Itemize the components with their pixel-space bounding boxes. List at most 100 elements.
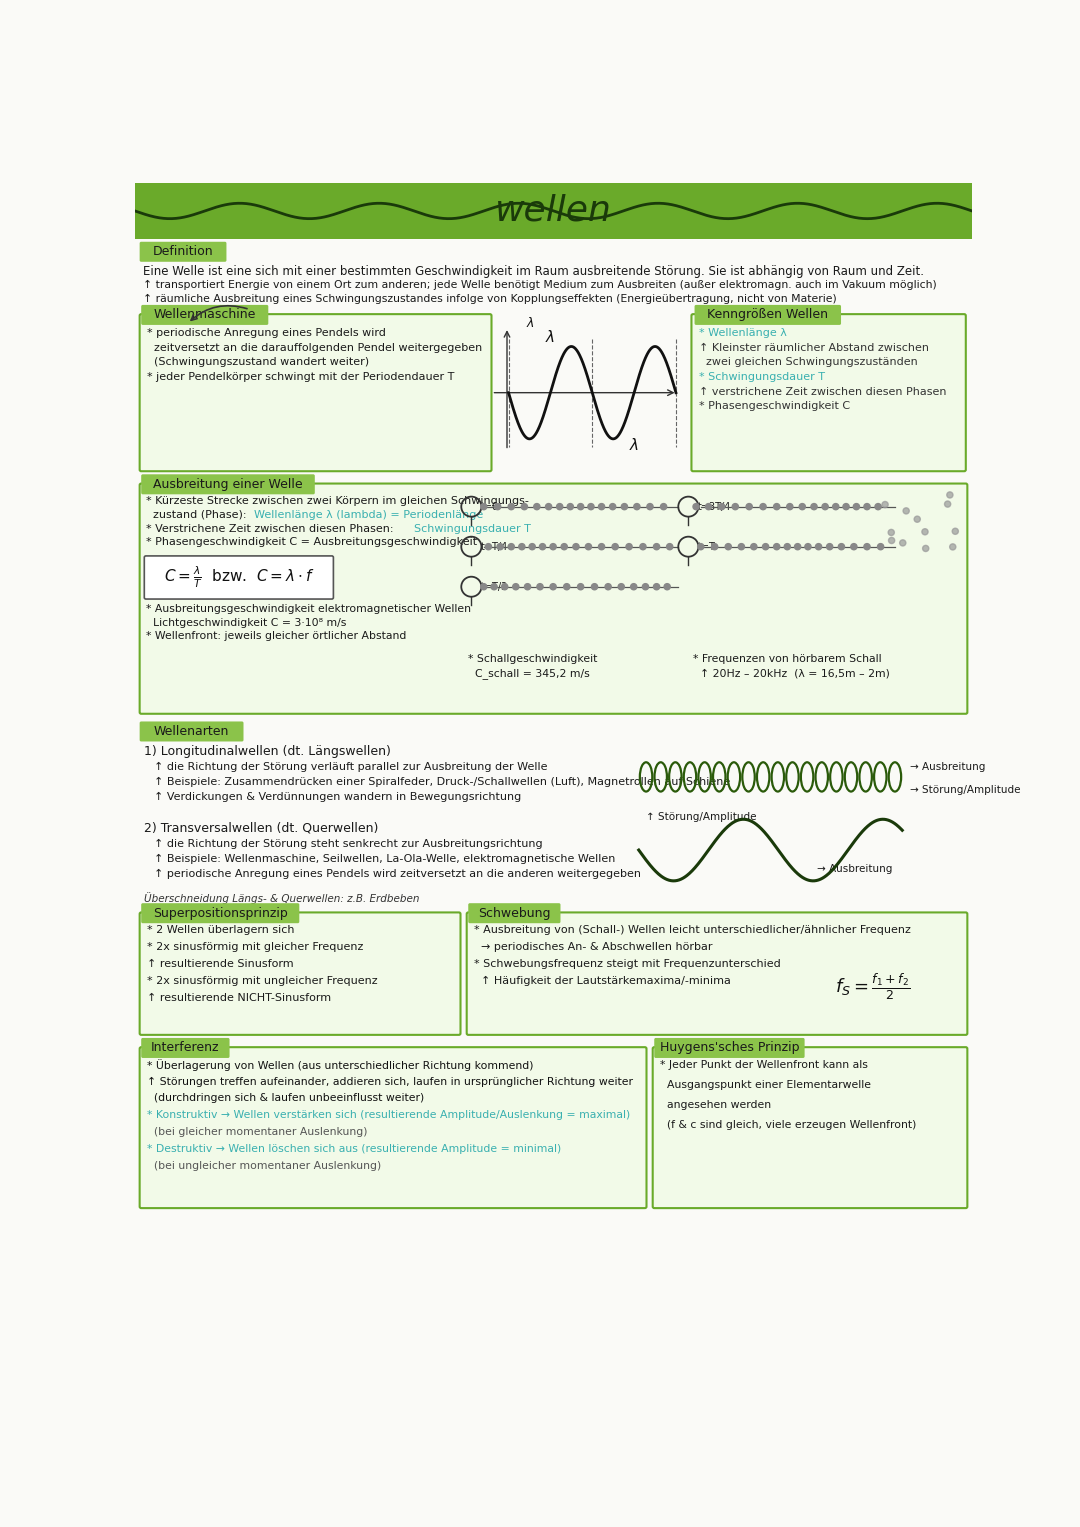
Text: ↑ Verdickungen & Verdünnungen wandern in Bewegungsrichtung: ↑ Verdickungen & Verdünnungen wandern in…	[153, 793, 521, 802]
Circle shape	[578, 583, 583, 589]
Text: Definition: Definition	[152, 246, 214, 258]
Text: Lichtgeschwindigkeit C = 3·10⁸ m/s: Lichtgeschwindigkeit C = 3·10⁸ m/s	[146, 617, 347, 628]
Text: angesehen werden: angesehen werden	[661, 1099, 771, 1110]
Circle shape	[550, 583, 556, 589]
Circle shape	[795, 544, 800, 550]
Text: * Schwingungsdauer T: * Schwingungsdauer T	[699, 373, 825, 382]
Text: ↑ die Richtung der Störung verläuft parallel zur Ausbreitung der Welle: ↑ die Richtung der Störung verläuft para…	[153, 762, 548, 771]
Circle shape	[534, 504, 540, 510]
Circle shape	[822, 504, 828, 510]
Circle shape	[908, 495, 915, 501]
Text: ↑ Kleinster räumlicher Abstand zwischen: ↑ Kleinster räumlicher Abstand zwischen	[699, 342, 929, 353]
Text: Wellenmaschine: Wellenmaschine	[153, 308, 256, 321]
Text: ↑ Beispiele: Zusammendrücken einer Spiralfeder, Druck-/Schallwellen (Luft), Magn: ↑ Beispiele: Zusammendrücken einer Spira…	[153, 777, 730, 786]
Circle shape	[631, 583, 637, 589]
FancyBboxPatch shape	[469, 902, 561, 924]
Circle shape	[539, 544, 545, 550]
Circle shape	[934, 530, 941, 536]
Circle shape	[653, 583, 660, 589]
Text: * Ausbreitung von (Schall-) Wellen leicht unterschiedlicher/ähnlicher Frequenz: * Ausbreitung von (Schall-) Wellen leich…	[474, 925, 912, 935]
Circle shape	[592, 583, 597, 589]
Circle shape	[739, 544, 744, 550]
Text: Superpositionsprinzip: Superpositionsprinzip	[153, 907, 287, 919]
Text: * Phasengeschwindigkeit C = Ausbreitungsgeschwindigkeit: * Phasengeschwindigkeit C = Ausbreitungs…	[146, 538, 477, 548]
Circle shape	[784, 544, 791, 550]
Text: → Störung/Amplitude: → Störung/Amplitude	[910, 785, 1021, 794]
Circle shape	[732, 504, 739, 510]
Circle shape	[529, 544, 536, 550]
Text: (bei gleicher momentaner Auslenkung): (bei gleicher momentaner Auslenkung)	[147, 1127, 368, 1138]
FancyBboxPatch shape	[139, 1048, 647, 1208]
Circle shape	[805, 544, 811, 550]
Text: zustand (Phase):: zustand (Phase):	[146, 510, 249, 519]
Text: ↑ die Richtung der Störung steht senkrecht zur Ausbreitungsrichtung: ↑ die Richtung der Störung steht senkrec…	[153, 838, 542, 849]
Text: $f_S = \frac{f_1 + f_2}{2}$: $f_S = \frac{f_1 + f_2}{2}$	[835, 971, 910, 1003]
Text: * Überlagerung von Wellen (aus unterschiedlicher Richtung kommend): * Überlagerung von Wellen (aus unterschi…	[147, 1060, 534, 1072]
Text: ↑ Häufigkeit der Lautstärkemaxima/-minima: ↑ Häufigkeit der Lautstärkemaxima/-minim…	[474, 976, 731, 985]
Text: 2) Transversalwellen (dt. Querwellen): 2) Transversalwellen (dt. Querwellen)	[145, 822, 379, 835]
FancyBboxPatch shape	[139, 913, 460, 1035]
Circle shape	[746, 504, 753, 510]
Circle shape	[495, 504, 501, 510]
Text: * Schwebungsfrequenz steigt mit Frequenzunterschied: * Schwebungsfrequenz steigt mit Frequenz…	[474, 959, 781, 968]
Circle shape	[626, 544, 632, 550]
Text: t=T: t=T	[698, 542, 716, 553]
Text: * Schallgeschwindigkeit: * Schallgeschwindigkeit	[469, 655, 597, 664]
Text: Überschneidung Längs- & Querwellen: z.B. Erdbeben: Überschneidung Längs- & Querwellen: z.B.…	[145, 892, 420, 904]
Circle shape	[913, 505, 919, 512]
Circle shape	[639, 544, 646, 550]
Text: ↑ Störung/Amplitude: ↑ Störung/Amplitude	[647, 811, 757, 822]
Text: ↑ räumliche Ausbreitung eines Schwingungszustandes infolge von Kopplungseffekten: ↑ räumliche Ausbreitung eines Schwingung…	[143, 295, 837, 304]
Text: Schwingungsdauer T: Schwingungsdauer T	[414, 524, 531, 533]
Circle shape	[509, 504, 514, 510]
Text: zwei gleichen Schwingungszuständen: zwei gleichen Schwingungszuständen	[699, 357, 918, 368]
Bar	[135, 183, 972, 238]
Text: t=T/4: t=T/4	[481, 542, 508, 553]
Text: λ: λ	[630, 438, 638, 452]
Circle shape	[698, 544, 704, 550]
FancyBboxPatch shape	[145, 556, 334, 599]
Circle shape	[609, 504, 616, 510]
Circle shape	[878, 544, 883, 550]
Circle shape	[942, 495, 948, 501]
FancyBboxPatch shape	[139, 484, 968, 713]
Circle shape	[786, 504, 793, 510]
Text: ↑ periodische Anregung eines Pendels wird zeitversetzt an die anderen weitergege: ↑ periodische Anregung eines Pendels wir…	[153, 869, 640, 880]
Circle shape	[760, 504, 766, 510]
Text: (bei ungleicher momentaner Auslenkung): (bei ungleicher momentaner Auslenkung)	[147, 1161, 381, 1171]
Circle shape	[799, 504, 806, 510]
Text: Kenngrößen Wellen: Kenngrößen Wellen	[707, 308, 828, 321]
Text: * 2x sinusförmig mit gleicher Frequenz: * 2x sinusförmig mit gleicher Frequenz	[147, 942, 364, 951]
Text: wellen: wellen	[495, 194, 612, 228]
Text: Wellenarten: Wellenarten	[153, 725, 229, 738]
Circle shape	[914, 513, 919, 519]
FancyBboxPatch shape	[654, 1038, 805, 1058]
Text: C_schall = 345,2 m/s: C_schall = 345,2 m/s	[469, 669, 590, 680]
Text: Schwebung: Schwebung	[478, 907, 551, 919]
Text: t=T/2: t=T/2	[481, 582, 508, 592]
Circle shape	[833, 504, 839, 510]
Circle shape	[588, 504, 594, 510]
Text: λ: λ	[545, 330, 555, 345]
Circle shape	[621, 504, 627, 510]
FancyBboxPatch shape	[694, 305, 841, 325]
Circle shape	[518, 544, 525, 550]
Circle shape	[664, 583, 671, 589]
Text: * Kürzeste Strecke zwischen zwei Körpern im gleichen Schwingungs-: * Kürzeste Strecke zwischen zwei Körpern…	[146, 496, 529, 505]
Text: * jeder Pendelkörper schwingt mit der Periodendauer T: * jeder Pendelkörper schwingt mit der Pe…	[147, 373, 455, 382]
Text: t=0: t=0	[481, 502, 499, 512]
Text: ↑ resultierende NICHT-Sinusform: ↑ resultierende NICHT-Sinusform	[147, 993, 332, 1003]
Text: * Ausbreitungsgeschwindigkeit elektromagnetischer Wellen: * Ausbreitungsgeschwindigkeit elektromag…	[146, 603, 471, 614]
Circle shape	[513, 583, 518, 589]
Text: → Ausbreitung: → Ausbreitung	[816, 864, 892, 873]
Circle shape	[773, 544, 780, 550]
Circle shape	[509, 544, 514, 550]
Text: * Wellenlänge λ: * Wellenlänge λ	[699, 328, 787, 337]
Text: (Schwingungszustand wandert weiter): (Schwingungszustand wandert weiter)	[147, 357, 369, 368]
Circle shape	[598, 504, 605, 510]
FancyBboxPatch shape	[467, 913, 968, 1035]
Circle shape	[693, 504, 699, 510]
Circle shape	[485, 544, 491, 550]
Circle shape	[562, 544, 567, 550]
FancyBboxPatch shape	[141, 475, 314, 495]
